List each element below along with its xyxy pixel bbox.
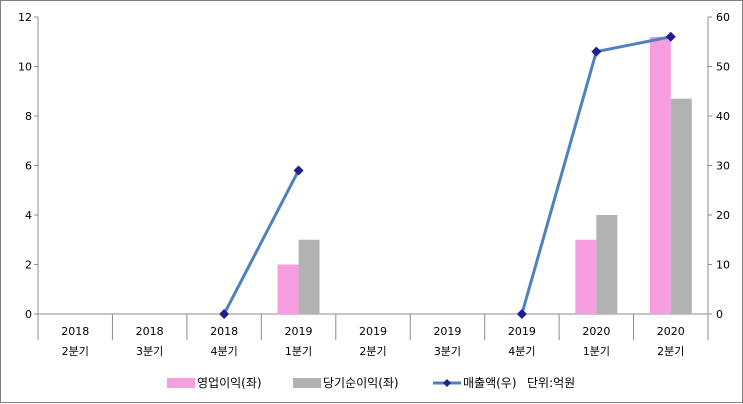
unit-annotation: 단위:억원 — [527, 376, 575, 390]
left-tick-label: 2 — [25, 259, 32, 272]
revenue-line-segment — [222, 168, 301, 316]
x-tick-quarter: 2분기 — [359, 345, 386, 358]
right-tick-label: 50 — [716, 61, 730, 74]
left-tick-label: 0 — [25, 308, 32, 321]
bar-net-income — [298, 239, 320, 314]
x-tick-year: 2018 — [61, 325, 89, 338]
right-tick-label: 0 — [716, 308, 723, 321]
x-tick-quarter: 2분기 — [62, 345, 89, 358]
bar-operating-profit — [649, 36, 671, 315]
revenue-point-marker — [293, 165, 304, 176]
x-tick-year: 2019 — [433, 325, 461, 338]
bar-operating-profit — [575, 239, 597, 314]
revenue-point-marker — [665, 31, 676, 42]
right-tick-label: 60 — [716, 11, 730, 24]
legend-swatch-net-income — [293, 378, 321, 388]
x-tick-year: 2020 — [657, 325, 685, 338]
x-tick-quarter: 4분기 — [508, 345, 535, 358]
bar-net-income — [670, 98, 692, 314]
x-tick-quarter: 3분기 — [434, 345, 461, 358]
legend-label: 영업이익(좌) — [197, 376, 262, 390]
legend-marker-revenue — [443, 379, 451, 387]
revenue-line-segment — [520, 50, 598, 316]
left-tick-label: 12 — [18, 11, 32, 24]
x-tick-year: 2019 — [508, 325, 536, 338]
left-tick-label: 6 — [25, 160, 32, 173]
x-tick-year: 2018 — [210, 325, 238, 338]
right-tick-label: 20 — [716, 209, 730, 222]
bar-net-income — [596, 215, 618, 314]
revenue-point-marker — [516, 309, 527, 319]
right-tick-label: 30 — [716, 160, 730, 173]
revenue-point-marker — [591, 46, 602, 57]
right-tick-label: 10 — [716, 259, 730, 272]
revenue-line-segment — [594, 35, 673, 54]
legend-label: 매출액(우) — [463, 376, 517, 390]
right-tick-label: 40 — [716, 110, 730, 123]
x-tick-quarter: 4분기 — [210, 345, 237, 358]
x-tick-year: 2018 — [136, 325, 164, 338]
x-tick-year: 2019 — [359, 325, 387, 338]
x-tick-year: 2020 — [582, 325, 610, 338]
left-tick-label: 10 — [18, 61, 32, 74]
left-tick-label: 8 — [25, 110, 32, 123]
x-tick-quarter: 1분기 — [285, 345, 312, 358]
x-tick-quarter: 1분기 — [583, 345, 610, 358]
revenue-point-marker — [219, 309, 230, 319]
x-tick-quarter: 2분기 — [657, 345, 684, 358]
x-tick-quarter: 3분기 — [136, 345, 163, 358]
legend-swatch-operating-profit — [167, 378, 195, 388]
left-tick-label: 4 — [25, 209, 32, 222]
bar-operating-profit — [277, 264, 299, 314]
legend-label: 당기순이익(좌) — [323, 376, 399, 390]
x-tick-year: 2019 — [285, 325, 313, 338]
